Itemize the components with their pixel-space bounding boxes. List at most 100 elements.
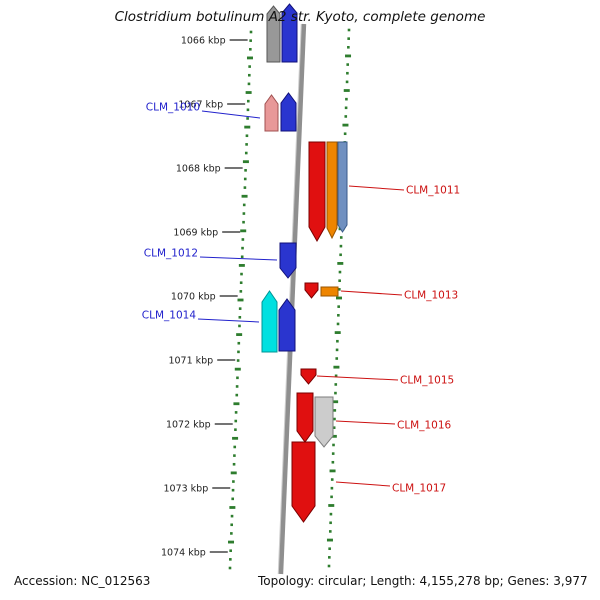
gc-rail-dot xyxy=(230,532,233,535)
gc-rail-dot xyxy=(326,538,333,542)
gc-rail-dot xyxy=(230,471,237,475)
gc-rail-dot xyxy=(335,348,339,352)
gc-rail-dot xyxy=(339,236,343,239)
gc-rail-dot xyxy=(244,125,251,129)
gc-rail-dot xyxy=(237,350,240,354)
gc-rail-dot xyxy=(239,290,243,293)
gc-rail-dot xyxy=(236,376,239,380)
gc-rail-dot xyxy=(242,203,246,207)
accession-text: Accession: NC_012563 xyxy=(14,574,151,588)
scale-tick-label: 1073 kbp xyxy=(163,484,208,495)
gc-rail-dot xyxy=(332,400,339,404)
gc-rail-dot xyxy=(228,540,235,544)
gc-rail-dot xyxy=(335,357,339,360)
gc-rail-dot xyxy=(234,411,238,414)
gc-rail-dot xyxy=(236,333,243,336)
gene-clm1016-red xyxy=(296,392,314,443)
diagram-title: Clostridium botulinum A2 str. Kyoto, com… xyxy=(114,9,486,25)
gc-rail-dot xyxy=(332,443,335,447)
gc-rail-dot xyxy=(246,99,250,103)
gc-rail-dot xyxy=(245,134,249,138)
gc-rail-dot xyxy=(337,305,340,308)
genome-axis-highlight xyxy=(277,23,303,575)
gene-clm1010-pink xyxy=(264,94,279,132)
gc-rail-dot xyxy=(342,123,349,127)
topology-text: Topology: circular; Length: 4,155,278 bp… xyxy=(258,574,588,588)
gc-rail-dot xyxy=(248,65,251,68)
gc-rail-dot xyxy=(344,106,348,110)
gc-rail-dot xyxy=(336,296,342,300)
gc-rail-dot xyxy=(240,255,244,259)
leader-line xyxy=(340,290,403,296)
gc-rail-dot xyxy=(345,97,348,101)
gc-rail-dot xyxy=(249,47,252,51)
gene-label: CLM_1016 xyxy=(397,420,452,432)
gc-rail-dot xyxy=(327,564,331,568)
gc-rail-dot xyxy=(329,512,333,516)
gc-rail-dot xyxy=(229,506,236,509)
gc-rail-dot xyxy=(243,186,247,189)
gc-rail-dot xyxy=(344,115,348,118)
gc-rail-dot xyxy=(241,238,245,241)
gc-rail-dot xyxy=(244,151,248,155)
gc-rail-dot xyxy=(334,391,337,395)
leader-line xyxy=(197,318,260,323)
gc-rail-dot xyxy=(229,558,232,561)
gc-rail-dot xyxy=(329,469,336,473)
gene-clm1013-orange xyxy=(320,286,339,297)
gc-rail-dot xyxy=(242,220,245,224)
gc-rail-dot xyxy=(336,322,340,326)
gene-label: CLM_1013 xyxy=(404,290,458,302)
gc-rail-dot xyxy=(334,331,341,334)
leader-line xyxy=(201,110,261,119)
gc-rail-dot xyxy=(333,409,337,412)
gc-rail-dot xyxy=(330,434,337,438)
gene-clm1011-red xyxy=(308,141,326,243)
gc-rail-dot xyxy=(233,402,240,406)
gene-label: CLM_1017 xyxy=(392,483,446,495)
gc-rail-dot xyxy=(334,374,338,378)
gc-rail-dot xyxy=(329,521,332,525)
gc-rail-dot xyxy=(243,177,247,181)
gene-label: CLM_1011 xyxy=(406,185,460,197)
gc-rail-dot xyxy=(328,556,331,559)
gc-rail-dot xyxy=(235,393,239,397)
gc-rail-dot xyxy=(240,229,247,233)
gc-rail-dot xyxy=(230,514,234,518)
gene-clm1014-cyan xyxy=(261,290,278,353)
gc-rail-dot xyxy=(328,530,332,533)
gene-top-blue xyxy=(281,3,298,63)
gc-rail-dot xyxy=(338,288,341,291)
gene-label: CLM_1010 xyxy=(146,102,200,114)
gc-rail-dot xyxy=(234,419,238,423)
gc-rail-dot xyxy=(237,298,244,302)
genome-axis xyxy=(278,23,307,575)
gc-rail-dot xyxy=(237,341,241,345)
gc-rail-dot xyxy=(248,73,251,77)
gc-rail-dot xyxy=(233,445,237,449)
gc-rail-dot xyxy=(238,315,242,319)
gc-rail-dot xyxy=(330,478,334,481)
gc-rail-dot xyxy=(337,262,344,265)
gc-rail-dot xyxy=(338,270,342,274)
scale-tick-label: 1072 kbp xyxy=(166,420,211,431)
gene-clm1011-orange xyxy=(326,141,338,240)
gc-rail-dot xyxy=(236,359,240,362)
gc-rail-dot xyxy=(229,549,232,553)
gc-rail-dot xyxy=(339,244,343,248)
leader-line xyxy=(335,481,391,487)
gc-rail-dot xyxy=(345,80,349,84)
gc-rail-dot xyxy=(331,452,335,455)
gc-rail-dot xyxy=(328,504,335,507)
gc-rail-dot xyxy=(242,212,246,215)
gene-label: CLM_1015 xyxy=(400,375,454,387)
gc-rail-dot xyxy=(241,246,244,250)
gc-rail-dot xyxy=(330,495,333,499)
gene-clm1017-red xyxy=(291,441,316,523)
gene-clm1016-silver xyxy=(314,396,334,448)
gc-rail-dot xyxy=(347,45,350,49)
gc-rail-dot xyxy=(230,523,233,527)
leader-line xyxy=(348,185,405,191)
